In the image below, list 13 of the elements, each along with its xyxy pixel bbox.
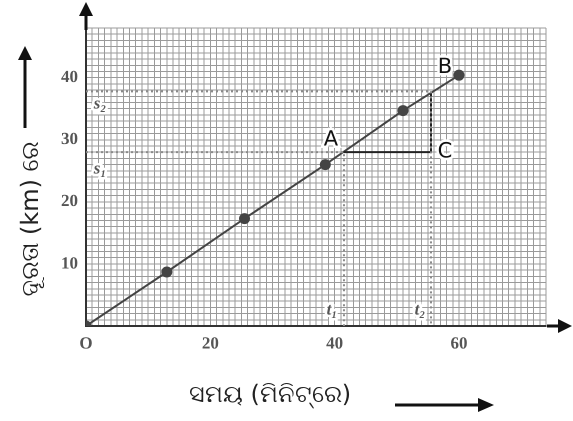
y-axis-title: ଦୂରତା (km) ରେ <box>16 140 44 299</box>
x-tick-label: O <box>79 334 93 353</box>
annotation: A <box>324 126 339 151</box>
y-tick-label: 30 <box>61 129 78 148</box>
annotation: C <box>438 138 452 163</box>
x-tick-label: 20 <box>202 334 219 353</box>
x-tick-label: 40 <box>326 334 344 353</box>
y-tick-label: 40 <box>61 67 78 86</box>
y-tick-label: 10 <box>61 253 78 272</box>
x-axis-title: ସମୟ (ମିନିଟ୍ରେ) <box>188 380 352 408</box>
x-tick-label: 60 <box>450 334 468 353</box>
annotation: B <box>438 54 452 78</box>
y-tick-label: 20 <box>61 191 78 210</box>
